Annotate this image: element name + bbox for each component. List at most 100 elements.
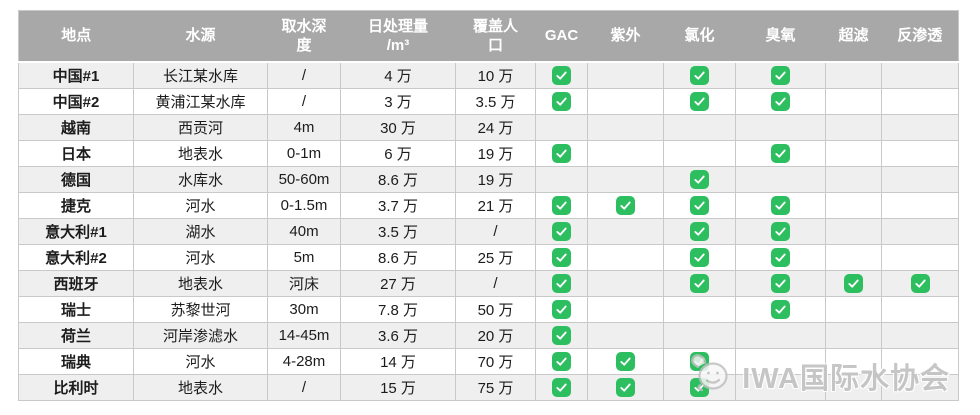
table-row: 意大利#2 河水 5m 8.6 万 25 万 xyxy=(18,244,959,271)
table-row: 日本 地表水 0-1m 6 万 19 万 xyxy=(18,140,959,167)
cell-daily-volume: 27 万 xyxy=(340,270,456,297)
table-row: 中国#1 长江某水库/4 万 10 万 xyxy=(18,61,959,89)
cell-population: 50 万 xyxy=(455,296,536,323)
table-row: 荷兰 河岸渗滤水 14-45m 3.6 万 20 万 xyxy=(18,322,959,349)
green-check-icon xyxy=(844,274,863,293)
green-check-icon xyxy=(690,352,709,371)
cell-population: 20 万 xyxy=(455,322,536,349)
cell-population: 3.5 万 xyxy=(455,88,536,115)
cell-gac xyxy=(535,296,588,323)
cell-daily-volume: 8.6 万 xyxy=(340,166,456,193)
cell-source: 黄浦江某水库 xyxy=(133,88,268,115)
cell-ozone xyxy=(735,61,826,89)
cell-daily-volume: 4 万 xyxy=(340,61,456,89)
cell-ozone xyxy=(735,114,826,141)
cell-ultrafiltration xyxy=(825,374,882,401)
cell-reverse-osmosis xyxy=(881,218,959,245)
table-row: 比利时 地表水/15 万 75 万 xyxy=(18,374,959,401)
cell-ultrafiltration xyxy=(825,192,882,219)
green-check-icon xyxy=(552,196,571,215)
cell-location: 捷克 xyxy=(18,192,134,219)
cell-ultrafiltration xyxy=(825,114,882,141)
cell-ozone xyxy=(735,374,826,401)
cell-uv xyxy=(587,296,664,323)
cell-daily-volume: 7.8 万 xyxy=(340,296,456,323)
col-header-uv: 紫外 xyxy=(587,10,664,63)
cell-chlorination xyxy=(663,348,736,375)
cell-chlorination xyxy=(663,114,736,141)
green-check-icon xyxy=(552,66,571,85)
cell-ultrafiltration xyxy=(825,322,882,349)
cell-gac xyxy=(535,374,588,401)
green-check-icon xyxy=(552,300,571,319)
cell-chlorination xyxy=(663,296,736,323)
green-check-icon xyxy=(690,92,709,111)
cell-uv xyxy=(587,88,664,115)
cell-reverse-osmosis xyxy=(881,88,959,115)
cell-ultrafiltration xyxy=(825,218,882,245)
cell-location: 瑞典 xyxy=(18,348,134,375)
cell-depth: 0-1m xyxy=(267,140,341,167)
cell-location: 荷兰 xyxy=(18,322,134,349)
cell-chlorination xyxy=(663,374,736,401)
cell-location: 意大利#1 xyxy=(18,218,134,245)
green-check-icon xyxy=(616,378,635,397)
cell-depth: 0-1.5m xyxy=(267,192,341,219)
cell-depth: 30m xyxy=(267,296,341,323)
col-header-source: 水源 xyxy=(133,10,268,63)
cell-depth: / xyxy=(267,61,341,89)
cell-uv xyxy=(587,166,664,193)
cell-ultrafiltration xyxy=(825,348,882,375)
cell-daily-volume: 3.6 万 xyxy=(340,322,456,349)
cell-chlorination xyxy=(663,218,736,245)
green-check-icon xyxy=(690,248,709,267)
col-header-location: 地点 xyxy=(18,10,134,63)
cell-uv xyxy=(587,218,664,245)
cell-source: 湖水 xyxy=(133,218,268,245)
cell-depth: 4m xyxy=(267,114,341,141)
green-check-icon xyxy=(771,66,790,85)
cell-depth: / xyxy=(267,88,341,115)
green-check-icon xyxy=(552,274,571,293)
col-header-population: 覆盖人 口 xyxy=(455,10,536,63)
green-check-icon xyxy=(690,274,709,293)
green-check-icon xyxy=(552,92,571,111)
table-row: 瑞典 河水 4-28m 14 万 70 万 xyxy=(18,348,959,375)
cell-source: 西贡河 xyxy=(133,114,268,141)
green-check-icon xyxy=(690,222,709,241)
cell-uv xyxy=(587,192,664,219)
cell-depth: 河床 xyxy=(267,270,341,297)
cell-gac xyxy=(535,114,588,141)
cell-gac xyxy=(535,322,588,349)
cell-daily-volume: 3 万 xyxy=(340,88,456,115)
cell-ozone xyxy=(735,88,826,115)
cell-location: 瑞士 xyxy=(18,296,134,323)
cell-chlorination xyxy=(663,166,736,193)
cell-ozone xyxy=(735,348,826,375)
cell-chlorination xyxy=(663,192,736,219)
cell-population: 25 万 xyxy=(455,244,536,271)
cell-location: 比利时 xyxy=(18,374,134,401)
cell-population: 24 万 xyxy=(455,114,536,141)
cell-daily-volume: 3.5 万 xyxy=(340,218,456,245)
cell-daily-volume: 15 万 xyxy=(340,374,456,401)
cell-population: 21 万 xyxy=(455,192,536,219)
cell-location: 日本 xyxy=(18,140,134,167)
cell-daily-volume: 30 万 xyxy=(340,114,456,141)
col-header-reverse-osmosis: 反渗透 xyxy=(881,10,959,63)
cell-source: 地表水 xyxy=(133,374,268,401)
cell-depth: 5m xyxy=(267,244,341,271)
cell-reverse-osmosis xyxy=(881,296,959,323)
cell-reverse-osmosis xyxy=(881,114,959,141)
cell-reverse-osmosis xyxy=(881,61,959,89)
cell-ozone xyxy=(735,192,826,219)
cell-source: 地表水 xyxy=(133,270,268,297)
col-header-ozone: 臭氧 xyxy=(735,10,826,63)
cell-chlorination xyxy=(663,270,736,297)
cell-ozone xyxy=(735,140,826,167)
cell-depth: / xyxy=(267,374,341,401)
col-header-ultrafiltration: 超滤 xyxy=(825,10,882,63)
cell-gac xyxy=(535,244,588,271)
green-check-icon xyxy=(771,196,790,215)
